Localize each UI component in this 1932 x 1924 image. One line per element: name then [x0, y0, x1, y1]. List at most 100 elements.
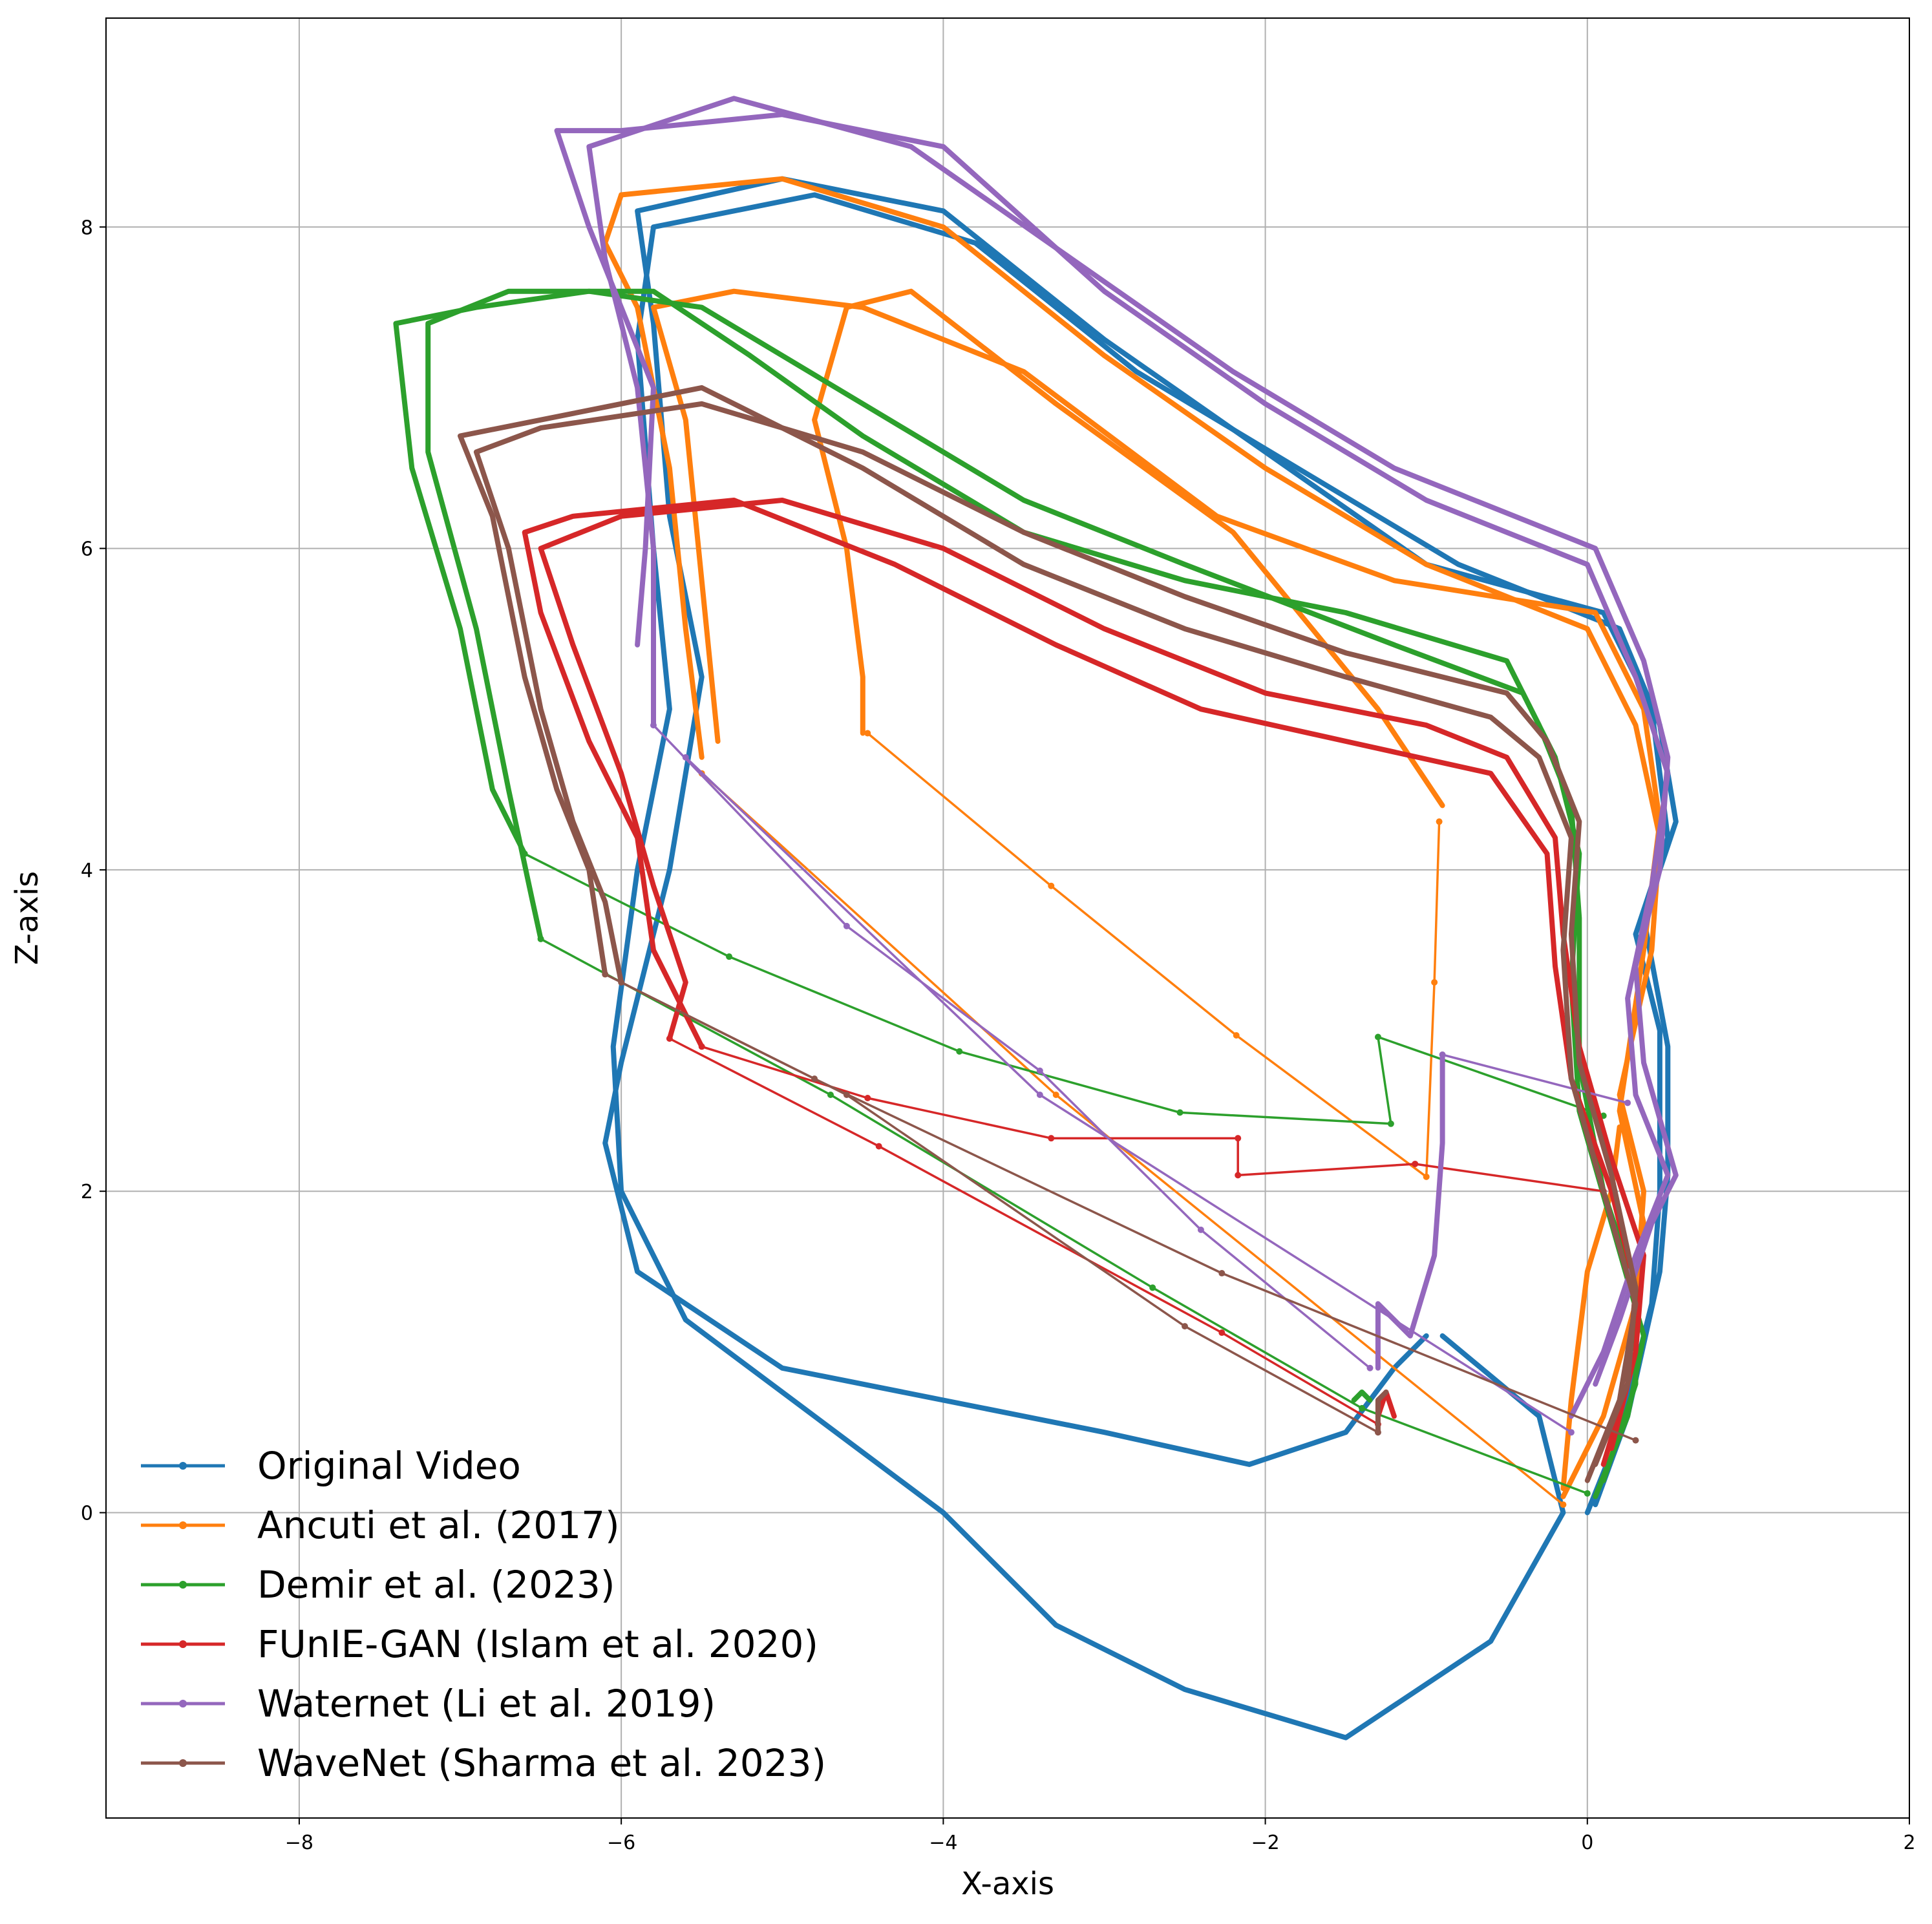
jump-marker [1387, 1120, 1394, 1127]
legend-marker [179, 1462, 187, 1470]
series-5 [554, 96, 1679, 1436]
jump-marker [650, 722, 657, 729]
jump-line [1442, 1053, 1628, 1105]
legend: Original Video Ancuti et al. (2017) Demir … [141, 1444, 826, 1785]
jump-marker [618, 978, 625, 986]
trajectory-line [1351, 1390, 1373, 1403]
legend-item: Demir et al. (2023) [141, 1563, 615, 1607]
x-tick-label: 2 [1903, 1832, 1915, 1854]
series-6 [458, 385, 1639, 1483]
legend-label: FUnIE-GAN (Islam et al. 2020) [257, 1622, 818, 1666]
legend-marker [179, 1759, 187, 1767]
jump-marker [602, 971, 609, 978]
jump-marker [1149, 1284, 1156, 1291]
series-4 [522, 498, 1646, 1467]
legend-label: Waternet (Li et al. 2019) [257, 1682, 716, 1726]
jump-marker [1439, 1051, 1446, 1058]
jump-marker [682, 754, 689, 761]
jump-marker [666, 1035, 673, 1042]
legend-label: Demir et al. (2023) [257, 1563, 615, 1607]
jump-marker [1567, 1429, 1575, 1436]
jump-marker [875, 1143, 882, 1150]
jump-line [867, 732, 1441, 1178]
jump-marker [1560, 1501, 1567, 1508]
jump-marker [1412, 1160, 1419, 1167]
plot-frame [105, 17, 1910, 1819]
trajectory-line [425, 288, 1639, 1483]
x-tick-label: −6 [607, 1832, 635, 1854]
jump-marker [1359, 1404, 1366, 1411]
y-tick-label: 6 [81, 538, 93, 561]
jump-line [669, 1037, 1379, 1426]
jump-marker [1036, 1092, 1043, 1099]
jump-marker [1632, 1437, 1639, 1444]
jump-marker [864, 730, 871, 737]
trajectory-line [458, 385, 1639, 1483]
trajectory-line [1375, 1052, 1445, 1371]
legend-item: Ancuti et al. (2017) [141, 1503, 620, 1547]
jump-marker [1374, 1033, 1381, 1041]
legend-marker [179, 1521, 187, 1529]
jump-marker [827, 1092, 834, 1099]
legend-label: WaveNet (Sharma et al. 2023) [257, 1741, 826, 1785]
jump-marker [1197, 1226, 1204, 1233]
legend-item: WaveNet (Sharma et al. 2023) [141, 1741, 826, 1785]
jump-marker [1052, 1092, 1059, 1099]
jump-marker [956, 1048, 963, 1055]
jump-marker [726, 953, 733, 960]
jump-marker [1218, 1270, 1226, 1277]
jump-marker [843, 922, 850, 929]
jump-marker [1233, 1032, 1240, 1039]
jump-marker [843, 1092, 850, 1099]
trajectory-line [651, 288, 1662, 1483]
y-tick-label: 4 [81, 860, 93, 882]
legend-marker [179, 1640, 187, 1648]
jump-line [621, 981, 1379, 1433]
jump-marker [1431, 978, 1438, 986]
y-tick-label: 2 [81, 1181, 93, 1203]
trajectory-line [473, 401, 1639, 1467]
jump-marker [521, 851, 528, 858]
jump-marker [1048, 1135, 1055, 1142]
jump-marker [1036, 1067, 1043, 1074]
legend-item: FUnIE-GAN (Islam et al. 2020) [141, 1622, 818, 1666]
trajectory-line [812, 288, 1445, 809]
x-tick-label: 0 [1581, 1832, 1593, 1854]
legend-item: Original Video [141, 1444, 521, 1488]
jump-marker [1182, 1323, 1189, 1330]
trajectory-line [538, 498, 1646, 1452]
axis-ticks: −8 −6 −4 −2 0 2 0 2 4 6 8 [81, 217, 1916, 1854]
x-axis-label: X-axis [961, 1866, 1054, 1902]
legend-marker [179, 1581, 187, 1589]
jump-marker [1423, 1173, 1430, 1180]
x-tick-label: −8 [285, 1832, 313, 1854]
jump-marker [1366, 1364, 1374, 1371]
trajectory-line [586, 96, 1679, 1387]
jump-marker [1374, 1429, 1381, 1436]
jump-marker [1436, 818, 1443, 825]
jump-marker [1624, 1099, 1631, 1106]
y-tick-label: 0 [81, 1503, 93, 1525]
jump-marker [1584, 1490, 1591, 1497]
y-axis-label: Z-axis [9, 871, 45, 966]
legend-label: Original Video [257, 1444, 521, 1488]
series-layer [393, 96, 1679, 1740]
jump-marker [537, 935, 544, 942]
jump-marker [1235, 1172, 1242, 1179]
jump-marker [1176, 1109, 1184, 1116]
trajectory-line [522, 498, 1639, 1467]
y-tick-label: 8 [81, 217, 93, 239]
legend-marker [179, 1700, 187, 1707]
jump-marker [864, 1095, 871, 1101]
legend-item: Waternet (Li et al. 2019) [141, 1682, 716, 1726]
trajectory-line [1375, 1390, 1389, 1435]
jump-marker [1235, 1135, 1242, 1142]
legend-label: Ancuti et al. (2017) [257, 1503, 620, 1547]
x-tick-label: −4 [929, 1832, 957, 1854]
jump-marker [1218, 1329, 1226, 1337]
jump-marker [1048, 882, 1055, 889]
jump-marker [698, 1043, 705, 1050]
x-tick-label: −2 [1251, 1832, 1279, 1854]
